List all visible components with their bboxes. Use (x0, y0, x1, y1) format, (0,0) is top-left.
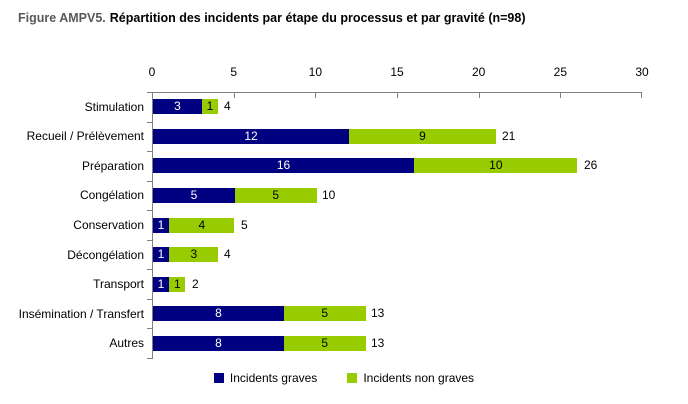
legend-label: Incidents graves (229, 371, 318, 385)
bar-segment-graves: 3 (153, 99, 202, 114)
category-label: Autres (109, 336, 144, 350)
bar-segment-non-graves: 5 (283, 336, 366, 351)
bar-segment-graves: 1 (153, 247, 169, 262)
bar-segment-graves: 8 (153, 336, 284, 351)
bar-segment-graves: 12 (153, 129, 349, 144)
bar-segment-non-graves: 1 (169, 277, 186, 292)
y-tick-mark (147, 240, 152, 241)
figure-number-label: Figure AMPV5. (18, 11, 106, 25)
bar-segment-non-graves: 1 (202, 99, 218, 114)
bar-segment-graves: 16 (153, 158, 414, 173)
y-tick-mark (147, 358, 152, 359)
total-value-label: 5 (241, 218, 248, 232)
x-tick-mark (233, 92, 235, 98)
total-value-label: 13 (371, 306, 385, 320)
bar-segment-graves: 5 (153, 188, 235, 203)
category-label: Recueil / Prélèvement (26, 129, 144, 143)
category-label: Stimulation (84, 100, 144, 114)
figure-caption: Répartition des incidents par étape du p… (109, 11, 526, 25)
x-tick-mark (478, 92, 480, 98)
legend-item: Incidents non graves (347, 371, 474, 385)
total-value-label: 21 (502, 129, 516, 143)
x-tick-mark (560, 92, 562, 98)
y-tick-mark (147, 269, 152, 270)
x-tick-label: 10 (308, 65, 322, 79)
bar-segment-non-graves: 5 (283, 306, 366, 321)
y-tick-mark (147, 328, 152, 329)
category-label: Décongélation (67, 248, 144, 262)
x-tick-label: 25 (553, 65, 567, 79)
x-tick-label: 30 (635, 65, 649, 79)
total-value-label: 2 (192, 277, 199, 291)
bar-segment-non-graves: 4 (169, 218, 235, 233)
category-label: Conservation (73, 218, 144, 232)
bar-segment-non-graves: 9 (349, 129, 496, 144)
y-tick-mark (147, 210, 152, 211)
bar-segment-graves: 1 (153, 218, 169, 233)
bar-segment-non-graves: 3 (169, 247, 219, 262)
total-value-label: 10 (322, 188, 336, 202)
total-value-label: 4 (224, 99, 231, 113)
category-label: Insémination / Transfert (18, 307, 144, 321)
x-tick-label: 0 (148, 65, 156, 79)
y-tick-mark (147, 92, 152, 93)
y-tick-mark (147, 181, 152, 182)
category-label: Congélation (79, 188, 144, 202)
y-tick-mark (147, 299, 152, 300)
total-value-label: 26 (584, 158, 598, 172)
y-axis-line (152, 92, 153, 359)
legend-label: Incidents non graves (363, 371, 475, 385)
y-tick-mark (147, 151, 152, 152)
total-value-label: 13 (371, 336, 385, 350)
figure-title: Figure AMPV5. Répartition des incidents p… (18, 11, 526, 25)
bar-segment-non-graves: 10 (414, 158, 578, 173)
x-tick-mark (641, 92, 642, 98)
bar-segment-non-graves: 5 (234, 188, 317, 203)
x-tick-label: 5 (230, 65, 237, 79)
category-label: Préparation (81, 159, 144, 173)
x-tick-mark (315, 92, 317, 98)
total-value-label: 4 (224, 247, 231, 261)
legend-swatch (213, 373, 224, 383)
x-tick-label: 20 (471, 65, 486, 79)
bar-segment-graves: 1 (153, 277, 169, 292)
x-tick-label: 15 (390, 65, 404, 79)
legend: Incidents graves Incidents non graves (0, 371, 688, 385)
legend-swatch (347, 373, 358, 383)
x-tick-mark (397, 92, 398, 98)
category-label: Transport (93, 277, 144, 291)
legend-item: Incidents graves (213, 371, 318, 385)
y-tick-mark (147, 122, 152, 123)
bar-segment-graves: 8 (153, 306, 284, 321)
